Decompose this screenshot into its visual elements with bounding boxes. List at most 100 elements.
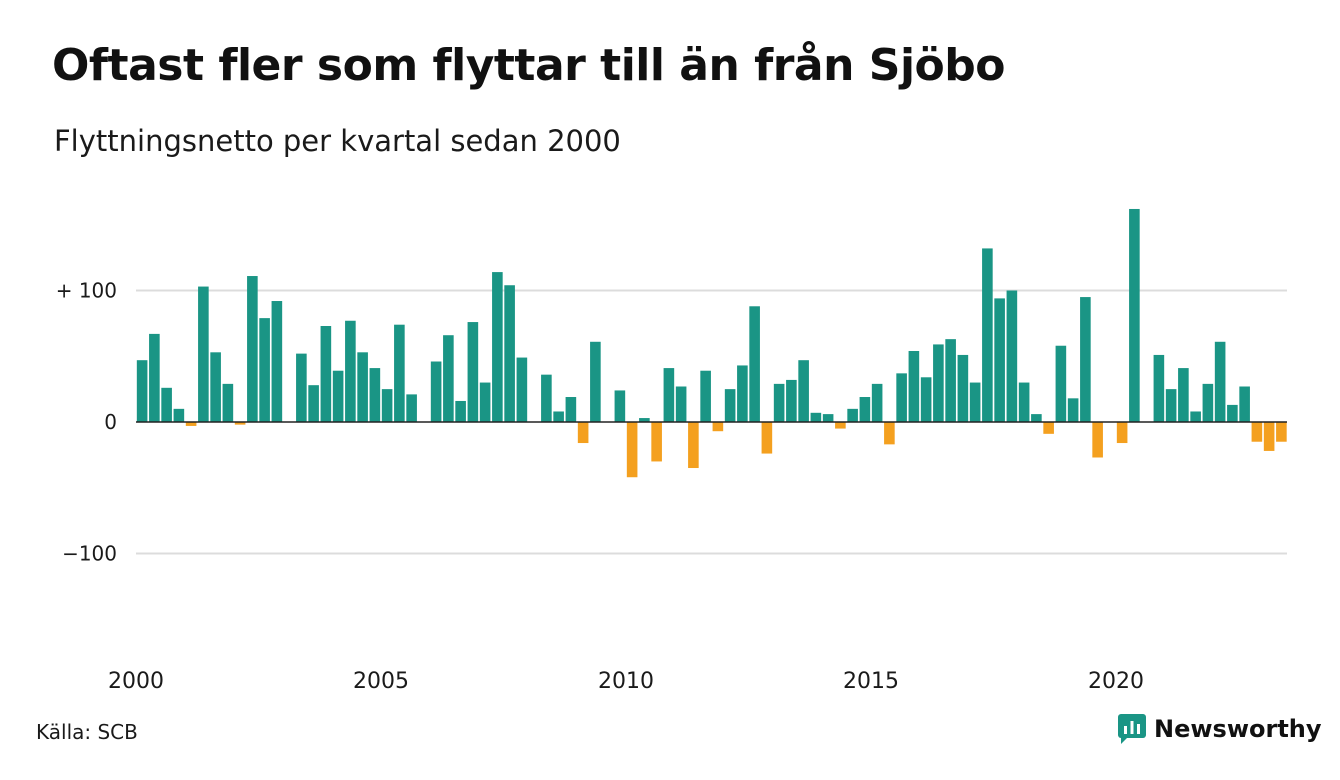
bar xyxy=(969,382,981,422)
bar xyxy=(920,377,932,422)
bar xyxy=(1214,341,1226,422)
bar xyxy=(296,353,307,422)
bar xyxy=(884,422,895,445)
bar xyxy=(786,379,797,422)
bar xyxy=(761,422,773,454)
bar xyxy=(712,422,724,432)
bar xyxy=(136,360,148,422)
bar xyxy=(247,276,258,422)
bar xyxy=(308,385,319,422)
bar xyxy=(492,272,503,422)
bar xyxy=(369,368,381,422)
bar xyxy=(1263,422,1275,451)
bar xyxy=(749,306,760,422)
y-tick-label: 0 xyxy=(104,410,117,434)
bar xyxy=(1055,345,1067,422)
bar xyxy=(541,374,552,422)
bar xyxy=(663,368,675,422)
bar xyxy=(1153,354,1165,422)
bar xyxy=(982,248,993,422)
bar xyxy=(467,322,479,422)
bars xyxy=(136,208,1287,478)
bar xyxy=(651,422,662,462)
bar xyxy=(234,422,246,425)
bar xyxy=(565,397,577,422)
bar xyxy=(908,350,920,422)
bar xyxy=(773,383,785,422)
bar xyxy=(577,422,589,444)
bar xyxy=(737,365,748,422)
bar xyxy=(614,390,626,422)
bar xyxy=(1031,414,1042,422)
bar xyxy=(516,357,528,422)
bar xyxy=(1043,422,1054,434)
bar xyxy=(210,352,221,422)
bar xyxy=(700,370,711,422)
bar xyxy=(994,298,1005,422)
page-title: Oftast fler som flyttar till än från Sjö… xyxy=(52,40,1006,91)
bar xyxy=(1116,422,1128,444)
bar xyxy=(590,341,601,422)
bar xyxy=(847,408,858,422)
y-axis-ticks: + 100 0 −100 xyxy=(56,279,117,566)
bar xyxy=(1080,297,1091,422)
bar xyxy=(553,411,564,422)
bar xyxy=(1018,382,1030,422)
bar xyxy=(1067,398,1079,422)
bar xyxy=(479,382,491,422)
bar xyxy=(798,360,809,422)
bar xyxy=(1239,386,1250,422)
x-tick-label: 2010 xyxy=(598,669,654,694)
bar xyxy=(896,373,907,423)
x-tick-label: 2005 xyxy=(353,669,409,694)
bar xyxy=(357,352,368,422)
x-tick-label: 2020 xyxy=(1088,669,1144,694)
source-note: Källa: SCB xyxy=(36,720,138,744)
bar xyxy=(1227,404,1238,422)
bar xyxy=(933,344,944,422)
bar xyxy=(1129,208,1140,422)
bar xyxy=(504,285,515,422)
bar xyxy=(185,422,197,426)
brand-name: Newsworthy xyxy=(1154,715,1322,743)
bar xyxy=(198,286,209,422)
bar xyxy=(1165,389,1177,423)
page-subtitle: Flyttningsnetto per kvartal sedan 2000 xyxy=(54,124,621,158)
bar xyxy=(345,320,356,422)
bar xyxy=(675,386,687,422)
bar xyxy=(406,394,417,422)
bar xyxy=(859,397,871,422)
bar xyxy=(688,422,699,469)
y-tick-label: −100 xyxy=(62,542,117,566)
bar xyxy=(871,383,883,422)
bar xyxy=(639,418,650,422)
bar xyxy=(271,301,283,422)
y-tick-label: + 100 xyxy=(56,279,117,303)
bar xyxy=(1251,422,1263,442)
bar xyxy=(320,326,332,422)
x-tick-label: 2000 xyxy=(108,669,164,694)
bar xyxy=(1202,383,1214,422)
bar xyxy=(161,387,172,422)
bar xyxy=(822,414,834,422)
newsworthy-logo-icon xyxy=(1118,714,1146,744)
bar xyxy=(1276,422,1287,442)
bar xyxy=(430,361,442,422)
grid-lines xyxy=(136,289,1287,555)
x-axis-ticks: 2000 2005 2010 2015 2020 xyxy=(108,669,1144,694)
bar xyxy=(1190,411,1201,422)
bar xyxy=(394,324,405,422)
bar xyxy=(957,354,969,422)
bar xyxy=(810,412,822,423)
bar xyxy=(1006,290,1018,422)
bar xyxy=(332,370,344,422)
bar xyxy=(381,389,393,423)
bar xyxy=(724,389,736,423)
bar xyxy=(945,339,956,422)
bar xyxy=(149,333,160,422)
brand: Newsworthy xyxy=(1118,714,1322,744)
bar xyxy=(222,383,234,422)
bar xyxy=(455,400,466,422)
x-tick-label: 2015 xyxy=(843,669,899,694)
